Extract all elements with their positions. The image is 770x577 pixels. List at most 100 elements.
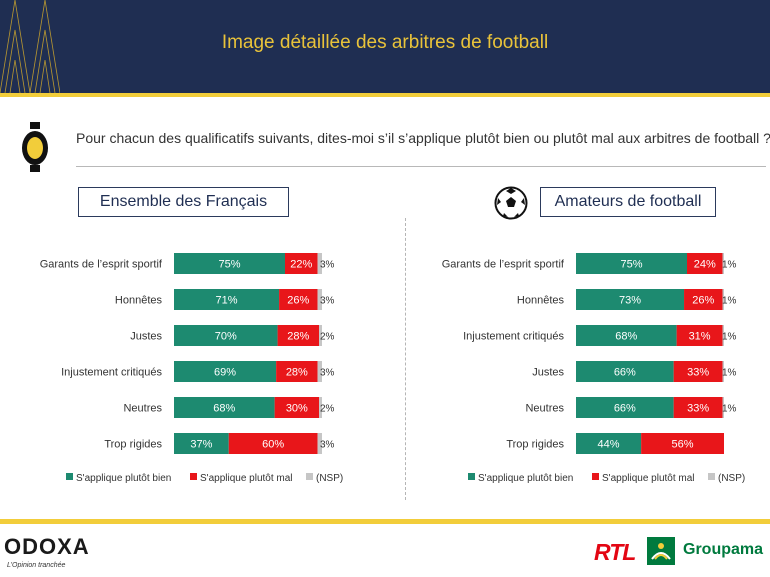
ensemble-data-label-mal: 26%	[287, 295, 309, 307]
ensemble-data-label-bien: 37%	[190, 439, 212, 451]
amateurs-legend-swatch	[592, 473, 599, 480]
amateurs-data-label-nsp: 1%	[722, 404, 737, 415]
amateurs-bar-nsp	[722, 289, 724, 310]
ensemble-bar-bien	[174, 289, 280, 310]
ensemble-legend-label: S'applique plutôt mal	[200, 473, 293, 484]
amateurs-legend-label: S'applique plutôt mal	[602, 473, 695, 484]
amateurs-bar-bien	[576, 325, 677, 346]
ensemble-bar-bien	[174, 361, 277, 382]
amateurs-data-label-bien: 68%	[615, 331, 637, 343]
ensemble-legend-label: S'applique plutôt bien	[76, 473, 171, 484]
amateurs-data-label-bien: 66%	[614, 367, 636, 379]
ensemble-data-label-mal: 22%	[290, 259, 312, 271]
amateurs-bar-mal	[673, 361, 723, 382]
ensemble-data-label-nsp: 2%	[320, 332, 335, 343]
ensemble-data-label-bien: 75%	[218, 259, 240, 271]
amateurs-bar-bien	[576, 397, 674, 418]
art-deco-pattern	[0, 0, 60, 93]
odoxa-tagline: L’Opinion tranchée	[7, 562, 66, 569]
ensemble-bar-mal	[279, 289, 318, 310]
ensemble-data-label-mal: 28%	[286, 367, 308, 379]
ensemble-bar-mal	[277, 325, 320, 346]
amateurs-bar-mal	[687, 253, 723, 274]
amateurs-data-label-mal: 33%	[687, 403, 709, 415]
ensemble-bar-mal	[274, 397, 320, 418]
amateurs-bar-mal	[684, 289, 723, 310]
amateurs-bar-bien	[576, 253, 687, 274]
panel-title-ensemble: Ensemble des Français	[78, 187, 289, 217]
ensemble-legend-swatch	[190, 473, 197, 480]
amateurs-bar-bien	[576, 289, 685, 310]
amateurs-bar-mal	[673, 397, 723, 418]
panel-title-amateurs: Amateurs de football	[540, 187, 716, 217]
amateurs-category-label: Garants de l’esprit sportif	[442, 259, 565, 271]
amateurs-category-label: Honnêtes	[517, 295, 565, 307]
ensemble-category-label: Injustement critiqués	[61, 367, 162, 379]
ensemble-bar-bien	[174, 253, 285, 274]
ensemble-data-label-mal: 28%	[287, 331, 309, 343]
amateurs-bar-nsp	[722, 325, 724, 346]
amateurs-legend-label: S'applique plutôt bien	[478, 473, 573, 484]
ensemble-legend-swatch	[66, 473, 73, 480]
ensemble-bar-nsp	[317, 433, 322, 454]
footer	[0, 524, 770, 577]
amateurs-bar-bien	[576, 361, 674, 382]
panel-divider	[405, 218, 406, 500]
amateurs-data-label-bien: 73%	[619, 295, 641, 307]
amateurs-category-label: Injustement critiqués	[463, 331, 564, 343]
footer-stripe	[0, 519, 770, 524]
ensemble-data-label-bien: 69%	[214, 367, 236, 379]
ensemble-bar-nsp	[319, 397, 322, 418]
amateurs-bar-nsp	[722, 397, 724, 418]
amateurs-bar-mal	[676, 325, 723, 346]
amateurs-data-label-mal: 24%	[694, 259, 716, 271]
whistle-icon	[22, 122, 48, 172]
ensemble-bar-nsp	[319, 325, 322, 346]
ensemble-category-label: Justes	[130, 331, 162, 343]
amateurs-legend-label: (NSP)	[718, 473, 745, 484]
page-title: Image détaillée des arbitres de football	[221, 32, 549, 53]
ensemble-data-label-bien: 70%	[215, 331, 237, 343]
amateurs-data-label-mal: 56%	[672, 439, 694, 451]
amateurs-data-label-nsp: 1%	[722, 368, 737, 379]
ensemble-data-label-nsp: 2%	[320, 404, 335, 415]
ensemble-bar-bien	[174, 325, 278, 346]
ensemble-category-label: Neutres	[123, 403, 162, 415]
amateurs-category-label: Justes	[532, 367, 564, 379]
amateurs-legend-swatch	[708, 473, 715, 480]
amateurs-data-label-mal: 33%	[687, 367, 709, 379]
ensemble-data-label-nsp: 3%	[320, 440, 335, 451]
ensemble-bar-bien	[174, 397, 275, 418]
odoxa-logo: ODOXA	[4, 534, 90, 559]
ensemble-data-label-mal: 30%	[286, 403, 308, 415]
ensemble-bar-mal	[276, 361, 318, 382]
ensemble-legend-swatch	[306, 473, 313, 480]
ensemble-data-label-nsp: 3%	[320, 368, 335, 379]
ensemble-bar-mal	[285, 253, 318, 274]
amateurs-data-label-nsp: 1%	[722, 260, 737, 271]
amateurs-category-label: Trop rigides	[506, 439, 564, 451]
groupama-logo: Groupama	[683, 541, 764, 558]
ensemble-category-label: Honnêtes	[115, 295, 163, 307]
question-divider	[76, 166, 766, 167]
ensemble-bar-nsp	[317, 289, 322, 310]
amateurs-data-label-mal: 26%	[692, 295, 714, 307]
amateurs-data-label-bien: 66%	[614, 403, 636, 415]
rtl-logo: RTL	[594, 539, 636, 565]
amateurs-bar-mal	[641, 433, 724, 454]
amateurs-data-label-bien: 44%	[598, 439, 620, 451]
amateurs-data-label-nsp: 1%	[722, 332, 737, 343]
ensemble-category-label: Trop rigides	[104, 439, 162, 451]
amateurs-data-label-mal: 31%	[689, 331, 711, 343]
header-stripe	[0, 93, 770, 97]
ensemble-data-label-nsp: 3%	[320, 260, 335, 271]
ensemble-data-label-mal: 60%	[262, 439, 284, 451]
groupama-logo-icon	[647, 537, 675, 565]
amateurs-legend-swatch	[468, 473, 475, 480]
ensemble-data-label-bien: 68%	[213, 403, 235, 415]
header-banner: Image détaillée des arbitres de football	[0, 0, 770, 93]
amateurs-bar-nsp	[722, 361, 724, 382]
ensemble-bar-nsp	[317, 361, 322, 382]
amateurs-data-label-nsp: 1%	[722, 296, 737, 307]
